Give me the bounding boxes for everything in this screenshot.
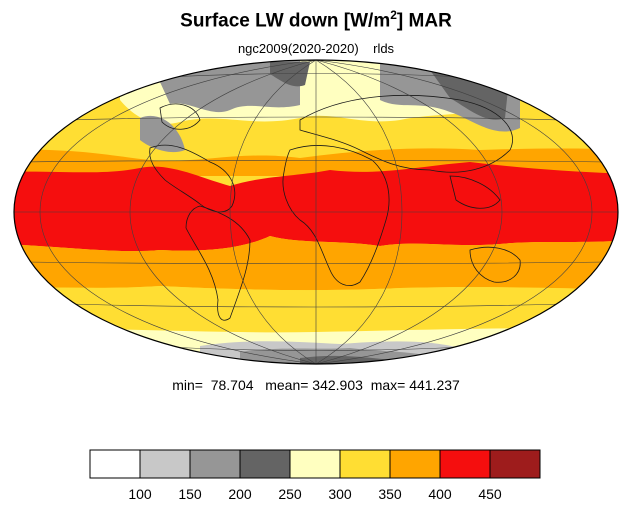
title-suffix: ] MAR (396, 10, 452, 32)
map-title: Surface LW down [W/m2] MAR (0, 8, 632, 32)
title-prefix: Surface LW down [W/m (180, 10, 391, 32)
colorbar-tick-label: 200 (228, 486, 252, 502)
subtitle-variable: rlds (373, 41, 395, 56)
colorbar-tick-label: 150 (178, 486, 202, 502)
colorbar-tick-label: 400 (428, 486, 452, 502)
max-value: 441.237 (409, 377, 460, 393)
colorbar-swatch (89, 449, 141, 479)
title-superscript: 2 (390, 8, 397, 22)
colorbar-swatch (489, 449, 541, 479)
colorbar-tick-label: 100 (128, 486, 152, 502)
mean-value: 342.903 (312, 377, 363, 393)
subtitle-run: ngc2009(2020-2020) (237, 41, 359, 56)
colorbar-swatch (289, 449, 341, 479)
colorbar-swatch (189, 449, 241, 479)
min-label: min= (172, 377, 203, 393)
map-subtitle: ngc2009(2020-2020) rlds (0, 41, 632, 56)
colorbar-swatch (139, 449, 191, 479)
field-layer (14, 60, 618, 364)
colorbar-tick-label: 450 (478, 486, 502, 502)
colorbar-tick-label: 300 (328, 486, 352, 502)
colorbar-swatch (389, 449, 441, 479)
colorbar-swatch (339, 449, 391, 479)
colorbar-tick-label: 250 (278, 486, 302, 502)
globe-outline (13, 59, 619, 365)
colorbar-swatch (439, 449, 491, 479)
colorbar-swatch (239, 449, 291, 479)
field-statistics: min= 78.704 mean= 342.903 max= 441.237 (0, 377, 632, 393)
world-map (13, 59, 619, 365)
min-value: 78.704 (210, 377, 254, 393)
max-label: max= (370, 377, 406, 393)
colorbar-tick-label: 350 (378, 486, 402, 502)
mean-label: mean= (265, 377, 309, 393)
